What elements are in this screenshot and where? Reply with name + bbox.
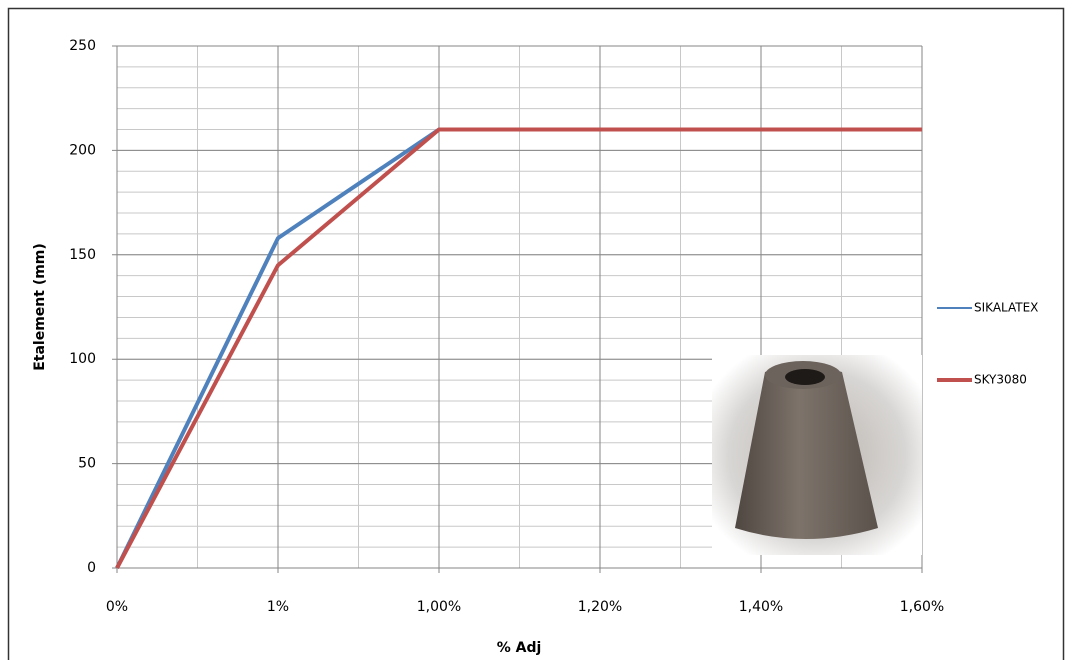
x-tick-label: 1,20% [578, 599, 622, 615]
y-tick-label: 100 [69, 351, 96, 367]
y-tick-label: 150 [69, 247, 96, 263]
frame [7, 7, 1065, 660]
x-tick-label: 1% [267, 599, 289, 615]
x-tick-label: 1,00% [417, 599, 461, 615]
y-tick-label: 50 [78, 456, 96, 472]
plot [115, 127, 922, 569]
y-tick-label: 250 [69, 38, 96, 54]
y-tick-label: 200 [69, 142, 96, 158]
y-axis-title: Etalement (mm) [32, 243, 48, 371]
x-tick-label: 1,60% [900, 599, 944, 615]
photo [712, 355, 922, 555]
y-tick-label: 0 [87, 560, 96, 576]
x-tick-label: 1,40% [739, 599, 783, 615]
x-tick-label: 0% [106, 599, 128, 615]
x-axis-title: % Adj [497, 640, 542, 656]
series-line [115, 127, 922, 569]
legend-label: SKY3080 [974, 373, 1027, 387]
legend-label: SIKALATEX [974, 301, 1038, 315]
